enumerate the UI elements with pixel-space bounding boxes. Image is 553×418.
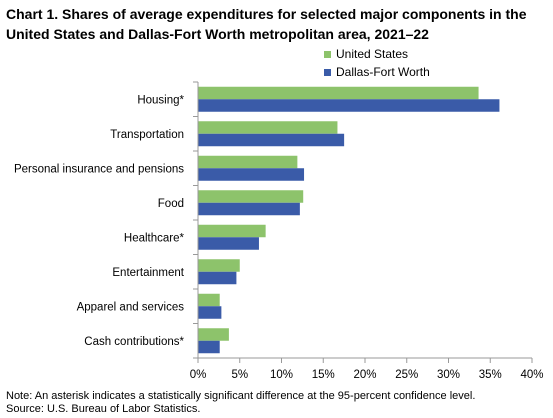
category-label-transportation: Transportation: [110, 129, 184, 141]
x-tick-label: 10%: [270, 369, 293, 381]
x-tick-label: 35%: [479, 369, 502, 381]
legend-label-united-states: United States: [336, 47, 409, 61]
footnote-source: Source: U.S. Bureau of Labor Statistics.: [6, 403, 201, 415]
category-label-apparel-and-services: Apparel and services: [77, 301, 185, 313]
footnote: Note: An asterisk indicates a statistica…: [6, 390, 475, 416]
bar-dallas-fort-worth-healthcare: [198, 237, 259, 250]
x-tick-label: 20%: [353, 369, 376, 381]
legend-item-dallas-fort-worth: Dallas-Fort Worth: [324, 63, 430, 81]
bar-dallas-fort-worth-entertainment: [198, 271, 237, 285]
category-label-entertainment: Entertainment: [112, 267, 184, 279]
bar-dallas-fort-worth-housing: [198, 99, 500, 112]
category-label-personal-insurance-and-pensions: Personal insurance and pensions: [14, 163, 184, 175]
bar-united-states-personal-insurance-and-pensions: [198, 155, 298, 169]
x-tick-label: 0%: [190, 369, 207, 381]
bar-united-states-transportation: [198, 121, 338, 134]
category-label-housing: Housing*: [137, 94, 184, 106]
legend-swatch-dallas-fort-worth: [324, 68, 331, 76]
legend: United States Dallas-Fort Worth: [324, 45, 430, 81]
x-tick-label: 30%: [437, 369, 460, 381]
legend-swatch-united-states: [324, 50, 331, 58]
x-tick-label: 5%: [231, 369, 248, 381]
bar-united-states-food: [198, 190, 304, 203]
bar-dallas-fort-worth-cash-contributions: [198, 340, 220, 354]
x-tick-label: 25%: [395, 369, 418, 381]
bar-united-states-cash-contributions: [198, 328, 229, 341]
bar-united-states-apparel-and-services: [198, 293, 220, 307]
bar-dallas-fort-worth-personal-insurance-and-pensions: [198, 168, 305, 181]
footnote-note: Note: An asterisk indicates a statistica…: [6, 390, 476, 402]
bar-dallas-fort-worth-transportation: [198, 133, 345, 147]
category-label-cash-contributions: Cash contributions*: [84, 336, 184, 348]
category-label-healthcare: Healthcare*: [124, 232, 185, 244]
legend-item-united-states: United States: [324, 45, 430, 63]
bar-united-states-healthcare: [198, 224, 266, 238]
category-label-food: Food: [158, 198, 184, 210]
x-tick-label: 15%: [312, 369, 335, 381]
bar-dallas-fort-worth-food: [198, 202, 300, 216]
chart-title: Chart 1. Shares of average expenditures …: [6, 6, 527, 42]
legend-label-dallas-fort-worth: Dallas-Fort Worth: [336, 65, 430, 79]
x-tick-label: 40%: [520, 369, 543, 381]
bar-united-states-housing: [198, 86, 479, 100]
bar-dallas-fort-worth-apparel-and-services: [198, 306, 222, 319]
bar-united-states-entertainment: [198, 259, 240, 272]
